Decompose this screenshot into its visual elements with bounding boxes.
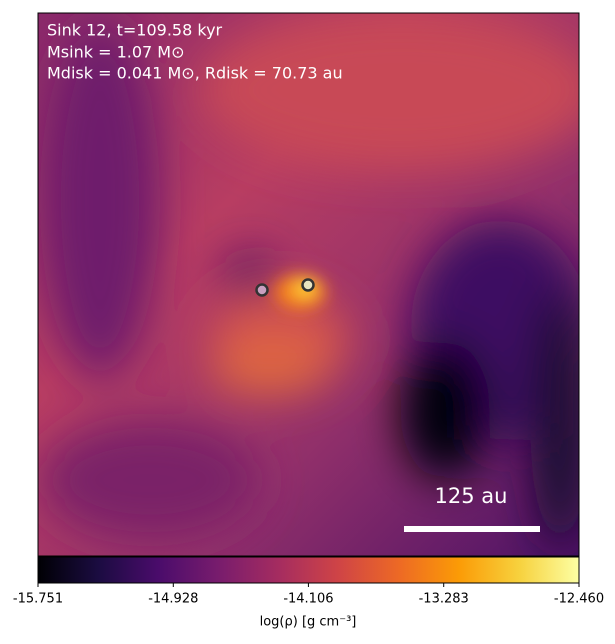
colorbar-tick-label: -14.106	[283, 592, 333, 607]
colorbar-tick-label: -13.283	[419, 592, 469, 607]
colorbar-tick-label: -14.928	[148, 592, 198, 607]
density-image	[38, 13, 579, 556]
colorbar-tick-label: -12.460	[554, 592, 604, 607]
colorbar	[37, 556, 580, 584]
scale-bar	[404, 526, 540, 532]
colorbar-tick-label: -15.751	[13, 592, 63, 607]
title-line: Msink = 1.07 M⊙	[47, 43, 185, 62]
title-line: Mdisk = 0.041 M⊙, Rdisk = 70.73 au	[47, 64, 343, 83]
frame	[37, 12, 580, 557]
title-line: Sink 12, t=109.58 kyr	[47, 21, 223, 40]
sink-marker	[301, 278, 315, 292]
scale-bar-label: 125 au	[435, 484, 508, 508]
sink-marker	[255, 283, 269, 297]
colorbar-label: log(ρ) [g cm⁻³]	[260, 615, 357, 630]
